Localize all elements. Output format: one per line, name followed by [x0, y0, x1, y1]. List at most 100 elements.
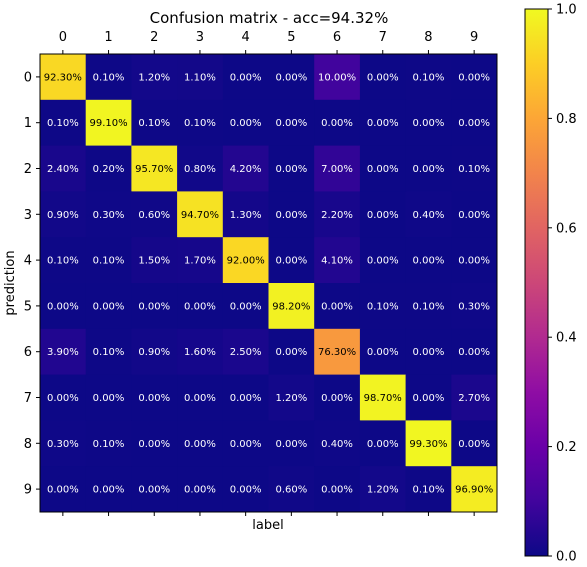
- cell-value-label: 0.00%: [47, 301, 79, 312]
- heatmap-cell: [222, 420, 269, 467]
- heatmap-cell: [85, 283, 132, 330]
- y-tick-label: 1: [24, 116, 32, 131]
- cell-value-label: 92.30%: [44, 72, 82, 83]
- heatmap-cell: [222, 99, 269, 147]
- cell-value-label: 96.90%: [455, 485, 493, 496]
- cell-value-label: 0.10%: [413, 485, 445, 496]
- plot-frame: [39, 53, 498, 513]
- heatmap-cell: [131, 466, 178, 513]
- cell-value-label: 4.10%: [321, 256, 353, 267]
- heatmap-cell: [451, 99, 498, 147]
- heatmap-cell: [268, 145, 315, 192]
- heatmap-cell: [40, 466, 87, 513]
- cell-value-label: 0.10%: [413, 72, 445, 83]
- cell-value-label: 1.30%: [230, 210, 262, 221]
- cell-value-label: 0.10%: [93, 347, 125, 358]
- heatmap-cell: [268, 237, 315, 284]
- x-tick-label: 6: [333, 30, 341, 45]
- cell-value-label: 0.00%: [230, 439, 262, 450]
- cell-value-label: 0.00%: [230, 393, 262, 404]
- cell-value-label: 0.00%: [230, 72, 262, 83]
- heatmap-cell: [314, 145, 361, 192]
- heatmap-cell: [222, 374, 269, 421]
- heatmap-cell: [314, 99, 361, 147]
- cell-value-label: 0.00%: [184, 485, 216, 496]
- heatmap-cell: [314, 420, 361, 467]
- heatmap-cell: [405, 466, 452, 513]
- cell-value-label: 0.10%: [93, 256, 125, 267]
- heatmap-cell: [451, 328, 498, 376]
- heatmap-cell: [268, 191, 315, 238]
- heatmap-cell: [85, 466, 132, 513]
- cell-value-label: 76.30%: [318, 347, 356, 358]
- heatmap-cell: [222, 283, 269, 330]
- heatmap-cell: [40, 145, 87, 192]
- cell-value-label: 0.00%: [138, 485, 170, 496]
- heatmap-cell: [40, 99, 87, 147]
- colorbar-tick-label: 0.4: [556, 331, 577, 346]
- cell-value-label: 0.00%: [321, 393, 353, 404]
- cell-value-label: 0.60%: [138, 210, 170, 221]
- heatmap-cell: [222, 328, 269, 376]
- y-tick-label: 0: [24, 70, 32, 85]
- cell-value-label: 0.80%: [184, 164, 216, 175]
- heatmap-cell: [451, 420, 498, 467]
- heatmap-cell: [268, 374, 315, 421]
- heatmap-cell: [177, 191, 224, 238]
- heatmap-cell: [359, 191, 407, 238]
- heatmap-cell: [314, 191, 361, 238]
- heatmap-cell: [85, 237, 132, 284]
- y-tick-label: 6: [24, 345, 32, 360]
- x-tick-label: 2: [150, 30, 158, 45]
- cell-value-label: 0.00%: [367, 439, 399, 450]
- cell-value-label: 0.00%: [367, 118, 399, 129]
- heatmap-cell: [405, 54, 452, 101]
- heatmap-cell: [268, 283, 315, 330]
- heatmap-cell: [359, 283, 407, 330]
- cell-value-label: 95.70%: [135, 164, 173, 175]
- cell-value-label: 0.00%: [275, 118, 307, 129]
- cell-value-label: 0.30%: [47, 439, 79, 450]
- cell-value-label: 0.10%: [93, 72, 125, 83]
- heatmap-cell: [359, 466, 407, 513]
- heatmap-cell: [405, 191, 452, 238]
- heatmap-cell: [177, 328, 224, 376]
- cell-value-label: 0.00%: [413, 347, 445, 358]
- cell-value-label: 0.10%: [367, 301, 399, 312]
- cell-value-label: 0.00%: [413, 393, 445, 404]
- cell-value-label: 0.10%: [413, 301, 445, 312]
- heatmap-cell: [131, 374, 178, 421]
- heatmap-cell: [222, 145, 269, 192]
- cell-value-label: 0.00%: [230, 485, 262, 496]
- heatmap-cell: [359, 99, 407, 147]
- heatmap-cell: [268, 99, 315, 147]
- cell-value-label: 0.00%: [138, 393, 170, 404]
- cell-value-label: 0.40%: [321, 439, 353, 450]
- heatmap-cell: [451, 283, 498, 330]
- heatmap-cell: [405, 237, 452, 284]
- heatmap-cell: [85, 54, 132, 101]
- colorbar-ticks: 0.0 0.2 0.4 0.6 0.8 1.0: [548, 3, 577, 565]
- cell-value-label: 0.00%: [413, 118, 445, 129]
- heatmap-cell: [85, 420, 132, 467]
- heatmap-cell: [177, 99, 224, 147]
- cell-value-label: 0.00%: [138, 439, 170, 450]
- cell-value-label: 0.10%: [138, 118, 170, 129]
- heatmap-cell: [85, 99, 132, 147]
- colorbar-tick-label: 1.0: [556, 3, 577, 18]
- heatmap-cell: [451, 237, 498, 284]
- heatmap-cell: [177, 283, 224, 330]
- heatmap-cell: [40, 54, 87, 101]
- cell-value-label: 0.00%: [93, 301, 125, 312]
- heatmap-cell: [359, 374, 407, 421]
- heatmap-cell: [314, 237, 361, 284]
- heatmap-cell: [314, 283, 361, 330]
- cell-value-label: 0.00%: [184, 393, 216, 404]
- cell-value-label: 0.30%: [93, 210, 125, 221]
- heatmap-cell: [405, 145, 452, 192]
- heatmap-cell: [131, 283, 178, 330]
- heatmap-cell: [222, 54, 269, 101]
- heatmap-cell: [359, 54, 407, 101]
- y-tick-label: 5: [24, 299, 32, 314]
- heatmap-cell: [268, 466, 315, 513]
